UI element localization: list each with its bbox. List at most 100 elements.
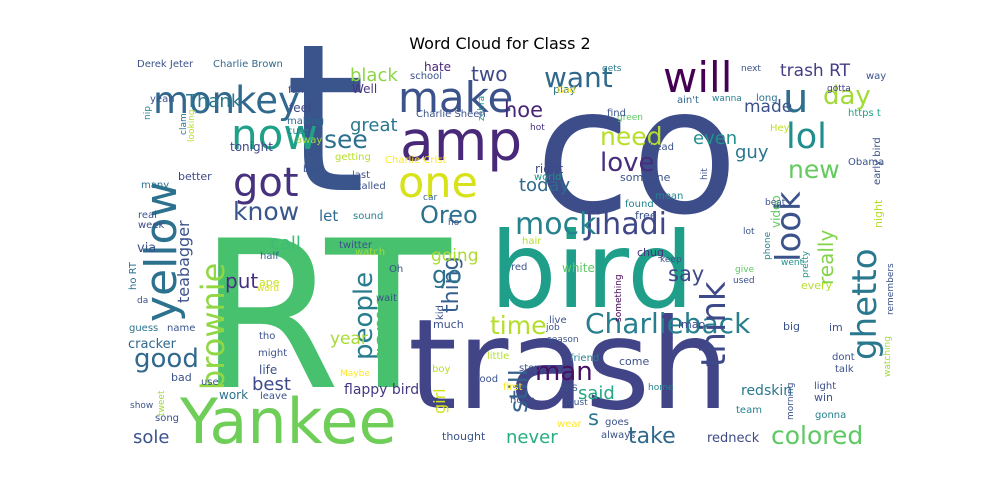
word-song: song [155, 413, 179, 424]
word-friend: friend [570, 353, 599, 364]
word-great: great [350, 115, 398, 136]
word-charlie-sheen: Charlie Sheen [416, 109, 486, 120]
word-video: video [769, 195, 783, 228]
word-monkey: monkey [153, 79, 300, 122]
word-trash-rt: trash RT [780, 61, 851, 81]
word-rt: RT [198, 198, 452, 436]
word-thank: Thank [185, 91, 242, 112]
word-tweet: tweet [157, 390, 167, 416]
word-someone: someone [620, 171, 671, 184]
word-redskin: redskin [741, 383, 792, 399]
word-always: always [601, 430, 635, 441]
word-name: name [167, 323, 195, 334]
word-u: u [783, 76, 808, 122]
word-god: God [557, 86, 575, 96]
word-said: said [578, 383, 615, 404]
word-twitter: twitter [339, 240, 373, 251]
word-black: black [350, 65, 398, 86]
word-boy: boy [432, 364, 450, 375]
word-show: show [130, 401, 153, 411]
word-made: made [744, 97, 792, 117]
word-time: time [490, 311, 546, 340]
word-girl: girl [430, 388, 449, 414]
word-talk: talk [835, 364, 854, 375]
word-week: week [138, 220, 164, 231]
word-t: t [285, 1, 365, 239]
word-real: real [138, 210, 157, 221]
word-got: got [233, 160, 299, 206]
word-beat: beat [765, 198, 786, 208]
word-food: food [476, 374, 498, 385]
word-wear: wear [557, 419, 582, 430]
word-see: see [324, 125, 368, 154]
word-many: many [141, 180, 169, 191]
word-bird: bird [490, 210, 694, 332]
word-let: let [319, 207, 338, 225]
word-wait: wait [376, 293, 397, 304]
word-one: one [398, 158, 478, 208]
word-gotta: gotta [827, 84, 851, 94]
word-away: away [296, 135, 322, 146]
word-gonna: gonna [815, 410, 846, 421]
word-much: much [433, 318, 464, 331]
word-lol: lol [786, 117, 827, 157]
word-goes: goes [605, 417, 629, 428]
word-colored: colored [771, 421, 863, 450]
word-every: every [801, 279, 833, 292]
word-maybe: Maybe [340, 369, 370, 379]
word-thing: thing [439, 256, 464, 313]
word-zebra: zebra [477, 96, 487, 121]
word-phone: phone [763, 231, 773, 260]
word-hey: Hey [770, 123, 790, 134]
word-next: next [741, 64, 761, 74]
word-via: via [137, 241, 156, 256]
word-hair: hair [522, 236, 542, 247]
word-cracker: cracker [128, 337, 177, 352]
word-amp: amp [400, 109, 522, 173]
word-obama: Obama [848, 157, 884, 168]
word-used: used [733, 276, 755, 286]
word-called: called [356, 181, 386, 192]
word-keep: keep [660, 255, 682, 265]
word-feel: feel [289, 101, 311, 115]
word-way: way [866, 71, 886, 82]
word-make: make [398, 73, 513, 122]
word-isis: ISIS [561, 384, 578, 394]
word-morning: morning [786, 383, 796, 420]
word-play: play [553, 83, 577, 96]
word-think: think [694, 281, 734, 367]
word-co: co [535, 51, 738, 254]
word-charlieback: Charlieback [585, 307, 751, 340]
word-go: go [432, 261, 462, 289]
word-put: put [225, 269, 258, 293]
word-flappy-bird: flappy bird [344, 382, 419, 398]
word-charlie-crist: Charlie Crist [385, 155, 447, 166]
word-still: still [504, 369, 533, 413]
word-work: work [219, 388, 248, 402]
word-lot: lot [743, 227, 755, 237]
word-know: know [233, 197, 299, 226]
word-well: Well [352, 82, 377, 96]
word-pretty: pretty [801, 250, 811, 278]
word-home: home [648, 383, 674, 393]
word-getting: getting [335, 152, 371, 163]
word-https-t: https t [848, 108, 881, 119]
word-live: live [549, 315, 567, 326]
word-school: school [410, 71, 442, 82]
word-year: year [330, 329, 368, 349]
word-sole: sole [133, 427, 169, 448]
word-kid: kid [435, 305, 446, 320]
word-ape: ape [259, 276, 280, 289]
word-bad: bad [171, 371, 192, 384]
word-stop: stop [519, 363, 541, 374]
word-fan: fan [288, 85, 304, 96]
word-good: good [134, 344, 199, 374]
chart-title: Word Cloud for Class 2 [409, 34, 591, 53]
word-must: must [565, 398, 588, 408]
word-dont: dont [832, 352, 855, 363]
word-making: making [287, 116, 324, 127]
word-clam: clam [179, 113, 189, 135]
word-best: best [252, 374, 291, 395]
word-yellow: yellow [136, 182, 187, 322]
